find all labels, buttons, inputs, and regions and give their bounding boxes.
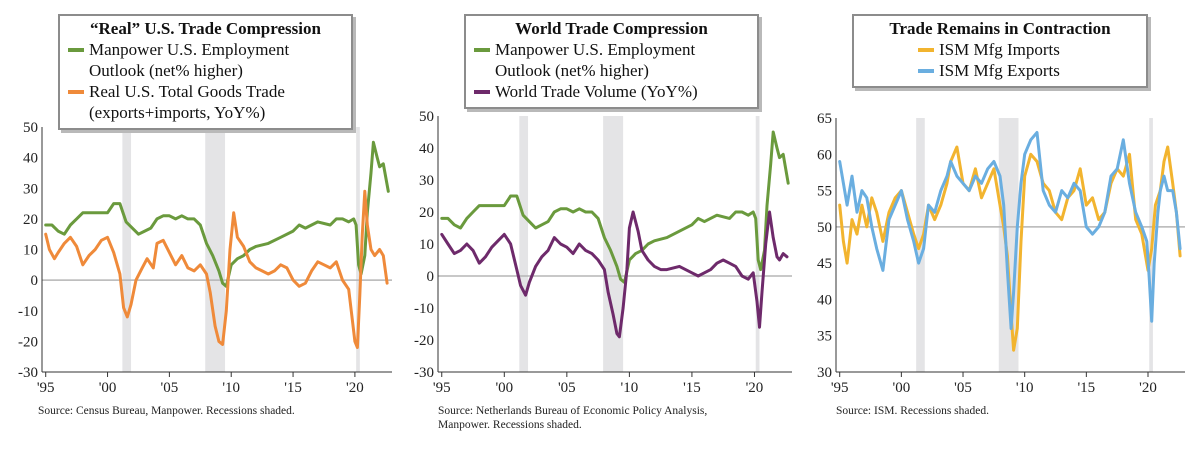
- legend-item-ism-imports: ISM Mfg Imports: [862, 39, 1138, 60]
- series-line-1: [440, 210, 789, 339]
- legend-box-trade-compression: “Real” U.S. Trade Compression Manpower U…: [58, 14, 353, 130]
- legend-swatch-manpower: [474, 48, 490, 52]
- y-tick-label: 45: [817, 256, 832, 272]
- x-tick-label: '05: [558, 380, 576, 396]
- chart-title: World Trade Compression: [515, 19, 708, 38]
- y-tick-label: -20: [414, 333, 434, 349]
- legend-label-ism-exports: ISM Mfg Exports: [939, 61, 1060, 80]
- y-tick-label: -10: [18, 304, 38, 320]
- legend-item-world-trade-volume: World Trade Volume (YoY%): [474, 81, 749, 102]
- y-tick-label: 60: [817, 147, 832, 163]
- y-tick-label: 40: [419, 141, 434, 157]
- y-tick-label: 55: [817, 184, 832, 200]
- legend-item-real-goods-trade: Real U.S. Total Goods Trade (exports+imp…: [68, 81, 343, 123]
- y-tick-label: -20: [18, 334, 38, 350]
- x-tick-label: '00: [893, 380, 911, 396]
- y-tick-label: 30: [817, 365, 832, 381]
- legend-item-manpower: Manpower U.S. Employment Outlook (net% h…: [68, 39, 343, 81]
- y-tick-label: 20: [23, 212, 38, 228]
- legend-box-world-trade: World Trade Compression Manpower U.S. Em…: [464, 14, 759, 109]
- x-tick-label: '15: [1077, 380, 1095, 396]
- x-tick-label: '00: [99, 380, 117, 396]
- chart-title: Trade Remains in Contraction: [889, 19, 1111, 38]
- legend-label-real-goods-trade: Real U.S. Total Goods Trade (exports+imp…: [89, 82, 285, 122]
- y-tick-label: 40: [817, 292, 832, 308]
- x-tick-label: '10: [1016, 380, 1034, 396]
- x-tick-label: '10: [222, 380, 240, 396]
- x-tick-label: '95: [433, 380, 451, 396]
- y-tick-label: 40: [23, 151, 38, 167]
- y-tick-label: -30: [18, 365, 38, 381]
- x-tick-label: '20: [1139, 380, 1157, 396]
- chart-panel-trade-compression: -30 -20 -10 0 10 20 30 40 50 '95 '00 '05 '10 '15 '20 “…: [0, 0, 400, 452]
- y-tick-label: 10: [419, 237, 434, 253]
- recession-shade-0: [122, 127, 132, 372]
- legend-swatch-manpower: [68, 48, 84, 52]
- legend-item-manpower: Manpower U.S. Employment Outlook (net% h…: [474, 39, 749, 81]
- y-tick-label: 35: [817, 329, 832, 345]
- x-tick-label: '15: [284, 380, 302, 396]
- series-line-1: [838, 131, 1182, 330]
- x-tick-label: '95: [831, 380, 849, 396]
- source-note: Source: Census Bureau, Manpower. Recessi…: [38, 405, 295, 417]
- y-tick-label: 30: [23, 181, 38, 197]
- x-tick-label: '20: [746, 380, 764, 396]
- legend-swatch-ism-imports: [918, 48, 934, 52]
- y-tick-label: 50: [419, 109, 434, 125]
- y-tick-label: 65: [817, 111, 832, 127]
- y-tick-label: -30: [414, 365, 434, 381]
- chart-panel-world-trade: -30 -20 -10 0 10 20 30 40 50 '95 '00 '05 '10 '15 '20 W…: [400, 0, 800, 452]
- recession-shade-0: [519, 116, 529, 372]
- chart-svg-world-trade: -30 -20 -10 0 10 20 30 40 50 '95 '00 '05 '10 '15 '20: [414, 109, 792, 396]
- y-tick-label: 20: [419, 205, 434, 221]
- legend-swatch-real-goods-trade: [68, 90, 84, 94]
- chart-panel-ism-trade: 30 35 40 45 50 55 60 65 '95 '00 '05 '10 '15 '20 Trade…: [800, 0, 1200, 452]
- legend-swatch-world-trade-volume: [474, 90, 490, 94]
- source-note: Source: Netherlands Bureau of Economic P…: [438, 405, 708, 431]
- y-tick-label: 50: [23, 120, 38, 136]
- legend-box-ism-trade: Trade Remains in Contraction ISM Mfg Imp…: [852, 14, 1148, 88]
- legend-item-ism-exports: ISM Mfg Exports: [862, 60, 1138, 81]
- x-tick-label: '95: [37, 380, 55, 396]
- y-tick-label: 0: [427, 269, 435, 285]
- y-tick-label: 0: [31, 273, 39, 289]
- series-line-0: [440, 130, 790, 284]
- x-tick-label: '05: [954, 380, 972, 396]
- recession-shade-1: [603, 116, 624, 372]
- x-tick-label: '00: [495, 380, 513, 396]
- chart-title: “Real” U.S. Trade Compression: [90, 19, 321, 38]
- legend-label-manpower: Manpower U.S. Employment Outlook (net% h…: [89, 40, 290, 80]
- y-tick-label: -10: [414, 301, 434, 317]
- series-line-1: [44, 189, 389, 349]
- y-tick-label: 30: [419, 173, 434, 189]
- legend-label-ism-imports: ISM Mfg Imports: [939, 40, 1060, 59]
- x-tick-label: '15: [683, 380, 701, 396]
- y-tick-label: 50: [817, 220, 832, 236]
- x-tick-label: '05: [161, 380, 179, 396]
- series-line-0: [44, 140, 390, 288]
- legend-label-world-trade-volume: World Trade Volume (YoY%): [495, 82, 698, 101]
- x-tick-label: '10: [621, 380, 639, 396]
- chart-svg-trade-compression: -30 -20 -10 0 10 20 30 40 50 '95 '00 '05 '10 '15 '20: [18, 120, 392, 396]
- source-note: Source: ISM. Recessions shaded.: [836, 405, 989, 417]
- legend-label-manpower: Manpower U.S. Employment Outlook (net% h…: [495, 40, 696, 80]
- y-tick-label: 10: [23, 243, 38, 259]
- x-tick-label: '20: [346, 380, 364, 396]
- recession-shade-1: [205, 127, 226, 372]
- chart-svg-ism-trade: 30 35 40 45 50 55 60 65 '95 '00 '05 '10 '15 '20: [817, 111, 1185, 396]
- legend-swatch-ism-exports: [918, 69, 934, 73]
